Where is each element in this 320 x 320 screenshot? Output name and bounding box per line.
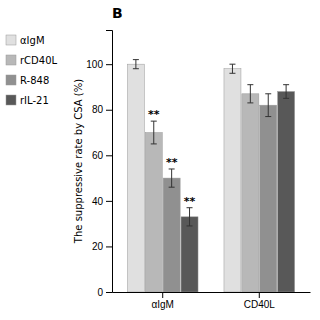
error-bar	[265, 94, 271, 117]
bar	[163, 178, 180, 292]
x-tick: αIgM	[151, 292, 173, 310]
legend-swatch	[6, 55, 16, 65]
annotation: **	[148, 108, 160, 121]
legend-item: rCD40L	[6, 55, 58, 66]
error-bar	[187, 208, 193, 226]
legend-label: rCD40L	[20, 55, 58, 66]
legend-item: αIgM	[6, 35, 45, 46]
bar	[127, 64, 144, 292]
bar	[145, 133, 162, 292]
error-bar	[229, 64, 235, 73]
tick-mark	[106, 64, 112, 65]
legend-swatch	[6, 35, 16, 45]
plot: 0 20 40 60 80 100 αIgM CD40L ** ** **	[86, 31, 310, 311]
x-tick: CD40L	[244, 292, 276, 310]
y-tick: 100	[86, 59, 112, 70]
annotation: **	[184, 195, 196, 208]
tick-label: 60	[92, 150, 104, 161]
error-bar	[169, 169, 175, 187]
tick-label: 20	[92, 241, 104, 252]
axis-domain	[106, 31, 113, 293]
legend-item: rIL-21	[6, 95, 49, 106]
legend-label: αIgM	[20, 35, 45, 46]
tick-label: αIgM	[151, 299, 173, 310]
legend-swatch	[6, 95, 16, 105]
tick-mark	[106, 246, 112, 247]
error-bar	[133, 60, 139, 69]
error-bar	[151, 121, 157, 144]
chart: 0 20 40 60 80 100 αIgM CD40L ** ** ** The suppressi…	[0, 0, 320, 320]
title: B	[112, 5, 123, 21]
error-bar	[283, 85, 289, 99]
legend-swatch	[6, 75, 16, 85]
tick-mark	[106, 155, 112, 156]
bar	[242, 94, 259, 292]
tick-mark	[259, 292, 260, 298]
tick-mark	[106, 292, 112, 293]
tick-label: 80	[92, 104, 104, 115]
legend: αIgM rCD40L R-848 rIL-21	[6, 35, 58, 106]
legend-item: R-848	[6, 75, 49, 86]
bar	[278, 92, 295, 292]
tick-mark	[162, 292, 163, 298]
tick-label: 100	[86, 59, 103, 70]
bar	[181, 217, 198, 292]
tick-label: 40	[92, 196, 104, 207]
annotation: **	[166, 156, 178, 169]
error-bar	[247, 85, 253, 103]
y-tick: 20	[92, 241, 112, 252]
bar	[224, 69, 241, 292]
tick-mark	[106, 110, 112, 111]
y-tick: 60	[92, 150, 112, 161]
y-tick: 40	[92, 196, 112, 207]
x-axis: αIgM CD40L	[113, 292, 311, 310]
bar	[260, 105, 277, 292]
y-axis-title: The suppressive rate by CSA (%)	[73, 79, 84, 244]
tick-mark	[106, 201, 112, 202]
y-axis: 0 20 40 60 80 100	[86, 31, 112, 298]
bars	[127, 60, 294, 292]
legend-label: rIL-21	[20, 95, 49, 106]
axis-domain	[113, 292, 311, 293]
y-tick: 80	[92, 104, 112, 115]
tick-label: CD40L	[244, 299, 276, 310]
legend-label: R-848	[20, 75, 49, 86]
y-tick: 0	[97, 287, 112, 298]
annotations: ** ** **	[148, 108, 196, 208]
tick-label: 0	[97, 287, 103, 298]
